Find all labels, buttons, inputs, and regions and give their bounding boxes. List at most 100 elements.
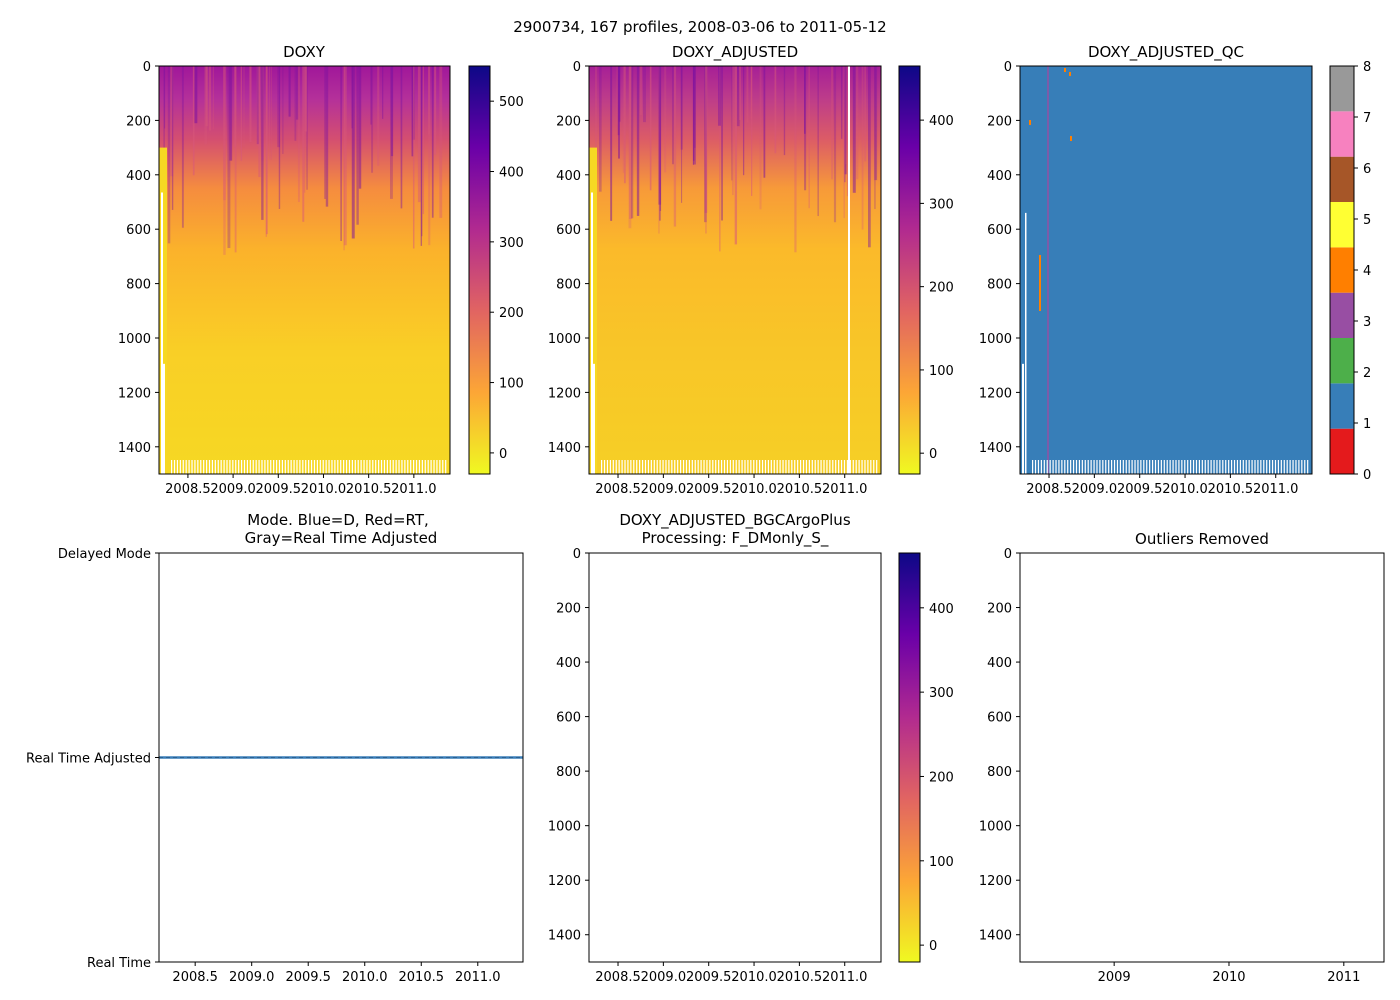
- x-tick-label: 2010.5: [399, 970, 445, 985]
- missing-data: [718, 460, 720, 474]
- heatmap-streak: [774, 66, 777, 154]
- y-tick-label: 200: [556, 114, 581, 129]
- heatmap-streak: [305, 66, 307, 148]
- colorbar-tick-label: 4: [1363, 264, 1371, 279]
- y-tick-label: 0: [573, 60, 581, 75]
- heatmap-streak: [358, 66, 362, 189]
- heatmap-streak: [295, 66, 299, 120]
- qc-flag-mark: [1064, 68, 1066, 72]
- heatmap-streak: [622, 66, 625, 173]
- heatmap-streak: [874, 66, 878, 181]
- missing-data: [430, 460, 432, 474]
- missing-data: [232, 460, 234, 474]
- missing-data: [261, 460, 263, 474]
- heatmap-streak: [431, 66, 434, 218]
- colorbar-tick-label: 0: [929, 939, 937, 954]
- missing-data: [794, 460, 796, 474]
- panel-title: DOXY_ADJUSTED_QC: [1088, 43, 1244, 62]
- colorbar-tick-label: 500: [499, 95, 524, 110]
- colorbar-tick-label: 8: [1363, 60, 1371, 75]
- missing-data: [720, 460, 723, 474]
- y-tick-label: 400: [556, 656, 581, 671]
- heatmap-streak: [324, 66, 326, 199]
- missing-data: [644, 460, 647, 474]
- y-tick-label: 200: [556, 602, 581, 617]
- figure-title: 2900734, 167 profiles, 2008-03-06 to 201…: [513, 18, 886, 36]
- missing-data: [1304, 460, 1306, 474]
- missing-data: [1046, 460, 1048, 474]
- missing-data: [1263, 460, 1265, 474]
- missing-data: [351, 460, 353, 474]
- heatmap-streak: [852, 66, 856, 193]
- heatmap-streak: [845, 66, 847, 165]
- heatmap-streak: [844, 66, 847, 175]
- missing-data: [846, 460, 849, 474]
- missing-data: [380, 460, 383, 474]
- missing-data: [773, 460, 775, 474]
- missing-data: [1022, 363, 1024, 474]
- missing-data: [191, 460, 193, 474]
- missing-data: [1175, 460, 1177, 474]
- missing-data: [281, 460, 283, 474]
- heatmap-streak: [170, 66, 174, 177]
- heatmap-streak: [618, 66, 620, 159]
- missing-data: [1222, 460, 1224, 474]
- missing-data: [855, 460, 857, 474]
- missing-data: [823, 460, 825, 474]
- missing-data: [665, 460, 667, 474]
- heatmap-streak: [351, 66, 355, 239]
- missing-data: [1169, 460, 1171, 474]
- heatmap-streak: [212, 66, 214, 130]
- heatmap-streak: [229, 66, 233, 161]
- missing-data: [706, 460, 708, 474]
- missing-data: [1210, 460, 1212, 474]
- heatmap-streak: [343, 66, 345, 251]
- missing-data: [1207, 460, 1209, 474]
- panel-mode: Mode. Blue=D, Red=RT, Gray=Real Time Adj…: [26, 511, 524, 985]
- missing-data: [814, 460, 816, 474]
- heatmap-streak: [623, 66, 626, 184]
- missing-data: [1122, 460, 1124, 474]
- missing-data: [401, 460, 403, 474]
- heatmap-streak: [733, 66, 735, 123]
- missing-data: [601, 460, 603, 474]
- missing-data: [641, 460, 644, 474]
- panel-doxy: DOXY 2008.5 2009.0 2009.5 2010.0 2010.5 2011.…: [118, 43, 524, 497]
- x-tick-label: 2009.0: [1072, 482, 1118, 497]
- missing-data: [650, 460, 652, 474]
- missing-data: [1134, 460, 1136, 474]
- missing-data: [615, 460, 617, 474]
- y-tick-label: 600: [987, 711, 1012, 726]
- missing-data: [835, 460, 837, 474]
- heatmap-streak: [208, 66, 212, 131]
- missing-data: [1187, 460, 1189, 474]
- colorbar-tick-label: 200: [929, 281, 954, 296]
- heatmap-streak: [704, 66, 708, 213]
- y-tick-label: Real Time Adjusted: [26, 752, 151, 767]
- heatmap-streak: [759, 66, 762, 210]
- y-tick-label: 1200: [979, 874, 1012, 889]
- missing-data: [163, 363, 165, 474]
- y-tick-label: 400: [987, 656, 1012, 671]
- missing-data: [345, 460, 348, 474]
- missing-data: [305, 460, 307, 474]
- missing-data: [171, 460, 173, 474]
- colorbar-tick-label: 6: [1363, 162, 1371, 177]
- heatmap-streak: [704, 66, 707, 223]
- colorbar-tick-label: 1: [1363, 417, 1371, 432]
- missing-data: [1049, 460, 1051, 474]
- missing-data: [1225, 460, 1227, 474]
- missing-data: [797, 460, 799, 474]
- x-tick-label: 2009.5: [686, 482, 732, 497]
- missing-data: [287, 460, 289, 474]
- heatmap-streak: [718, 66, 721, 126]
- y-tick-label: 1200: [979, 386, 1012, 401]
- missing-data: [445, 460, 447, 474]
- missing-data: [290, 460, 292, 474]
- y-tick-label: Delayed Mode: [58, 547, 151, 562]
- heatmap-streak: [734, 66, 738, 245]
- y-tick-label: 200: [126, 114, 151, 129]
- missing-data: [386, 460, 388, 474]
- missing-data: [593, 363, 595, 474]
- missing-data: [1277, 460, 1280, 474]
